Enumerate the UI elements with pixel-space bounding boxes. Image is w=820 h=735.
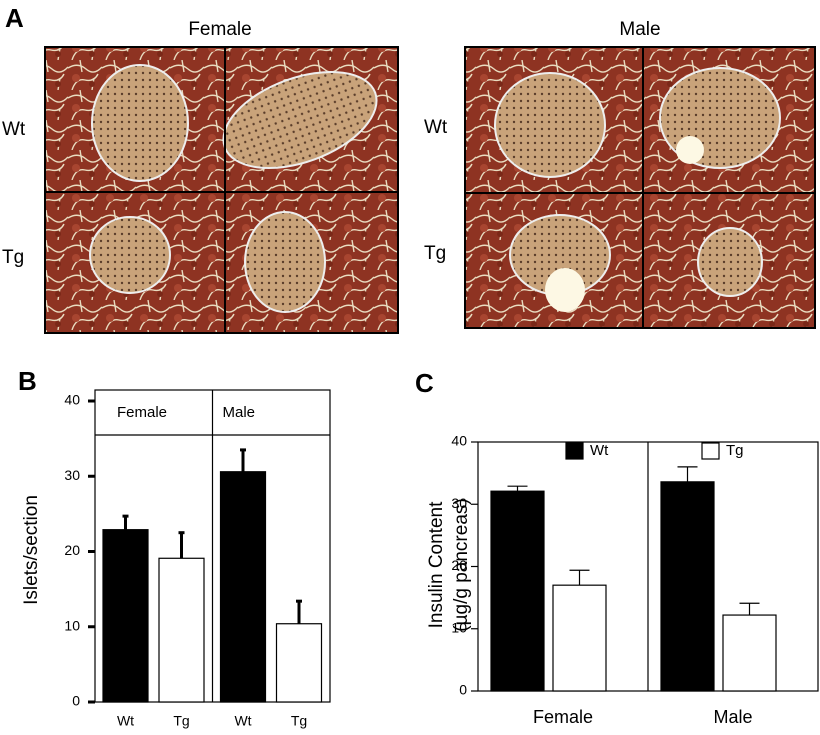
panel-label: A: [5, 3, 24, 33]
column-label: Female: [188, 19, 251, 40]
y-tick-label: 40: [451, 433, 467, 449]
legend-swatch: [701, 442, 720, 460]
group-label: Male: [223, 404, 256, 421]
row-label: Wt: [2, 119, 26, 140]
x-tick-label: Tg: [173, 713, 189, 729]
bar: [552, 584, 607, 692]
category-label: Male: [713, 707, 752, 727]
row-label: Tg: [2, 247, 24, 268]
x-tick-label: Tg: [291, 713, 307, 729]
bar: [490, 490, 545, 692]
bar: [219, 471, 267, 703]
bar: [275, 623, 323, 703]
legend-label: Tg: [726, 442, 744, 459]
row-label: Wt: [424, 117, 448, 138]
y-axis-label: Insulin Content: [426, 501, 447, 628]
x-tick-label: Wt: [117, 713, 134, 729]
category-label: Female: [533, 707, 593, 727]
bar: [102, 529, 149, 703]
y-tick-label: 20: [64, 542, 80, 558]
y-axis-label: Islets/section: [21, 495, 42, 605]
x-tick-label: Wt: [234, 713, 251, 729]
column-label: Male: [619, 19, 660, 40]
micrographs: [44, 46, 816, 334]
legend-label: Wt: [590, 442, 609, 459]
bar: [158, 557, 205, 703]
group-label: Female: [117, 404, 167, 421]
y-tick-label: 0: [459, 682, 467, 698]
panel-label: C: [415, 368, 434, 398]
y-tick-label: 20: [451, 557, 467, 573]
row-label: Tg: [424, 243, 446, 264]
legend-swatch: [565, 442, 584, 460]
y-tick-label: 30: [451, 495, 467, 511]
y-tick-label: 0: [72, 693, 80, 709]
bar: [660, 481, 715, 692]
y-tick-label: 10: [451, 619, 467, 635]
y-tick-label: 40: [64, 392, 80, 408]
bar: [722, 614, 777, 692]
y-axis-label: (µg/g pancreas): [451, 498, 472, 631]
y-tick-label: 30: [64, 467, 80, 483]
panel-label: B: [18, 366, 37, 396]
y-tick-label: 10: [64, 617, 80, 633]
